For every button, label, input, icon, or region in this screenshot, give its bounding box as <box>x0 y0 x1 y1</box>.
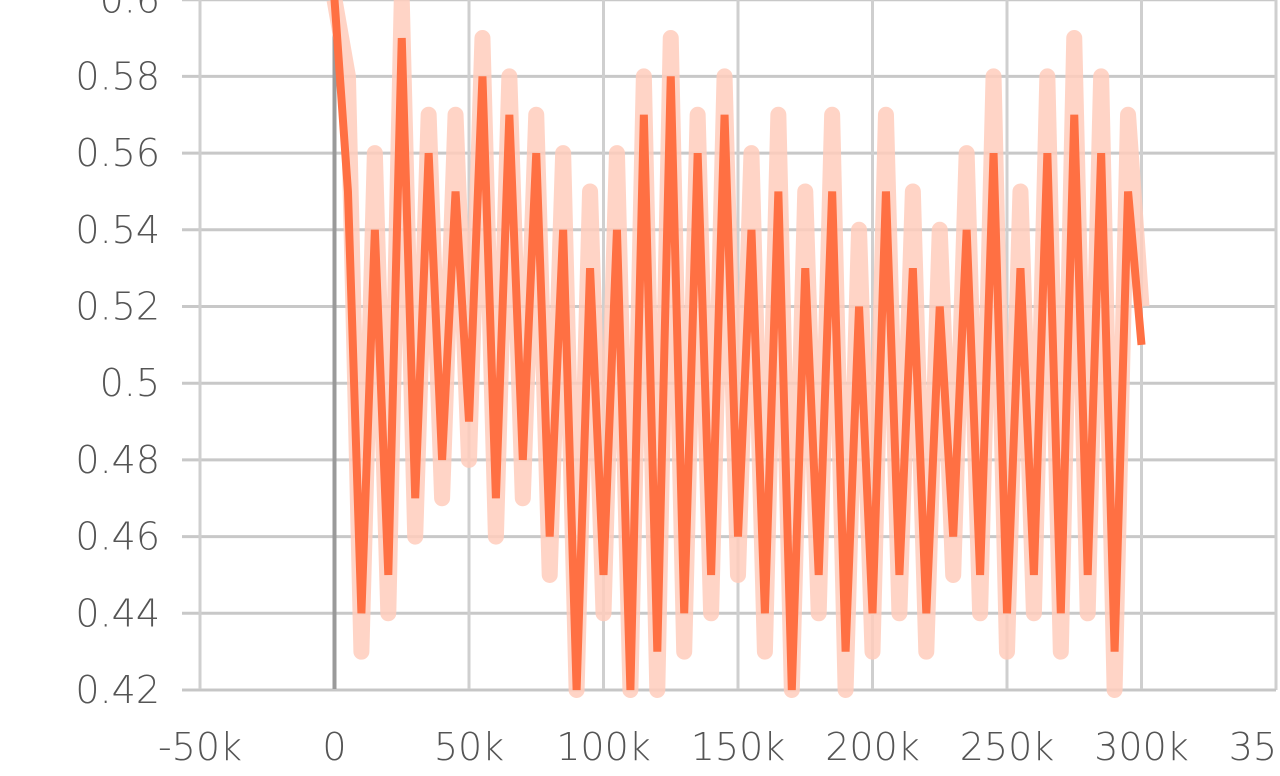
raw-series-layer <box>326 0 1150 698</box>
y-tick-label: 0.48 <box>75 438 160 482</box>
y-tick-label: 0.42 <box>75 668 160 712</box>
x-tick-label: 200k <box>825 725 920 769</box>
y-tick-label: 0.46 <box>75 515 160 559</box>
y-tick-label: 0.58 <box>75 54 160 98</box>
y-tick-label: 0.6 <box>100 0 160 22</box>
x-tick-label: 0 <box>322 725 346 769</box>
y-tick-label: 0.52 <box>75 285 160 329</box>
x-tick-label: 300k <box>1094 725 1189 769</box>
y-axis: 0.42 0.44 0.46 0.48 0.5 0.52 0.54 0.56 0.58 0.6 <box>75 0 160 712</box>
x-tick-label: 100k <box>556 725 651 769</box>
x-tick-label: 350k <box>1229 725 1280 769</box>
x-tick-label: 250k <box>960 725 1055 769</box>
x-axis: -50k 0 50k 100k 150k 200k 250k 300k 350k <box>158 725 1280 769</box>
y-tick-label: 0.44 <box>75 591 160 635</box>
x-tick-label: 150k <box>691 725 786 769</box>
x-tick-label: 50k <box>434 725 504 769</box>
raw-series-line <box>326 0 1150 698</box>
y-tick-label: 0.5 <box>100 361 160 405</box>
y-tick-label: 0.56 <box>75 131 160 175</box>
smoothed-series-layer <box>330 0 1146 691</box>
smoothed-series-line <box>330 0 1146 691</box>
y-tick-label: 0.54 <box>75 208 160 252</box>
x-tick-label: -50k <box>158 725 242 769</box>
